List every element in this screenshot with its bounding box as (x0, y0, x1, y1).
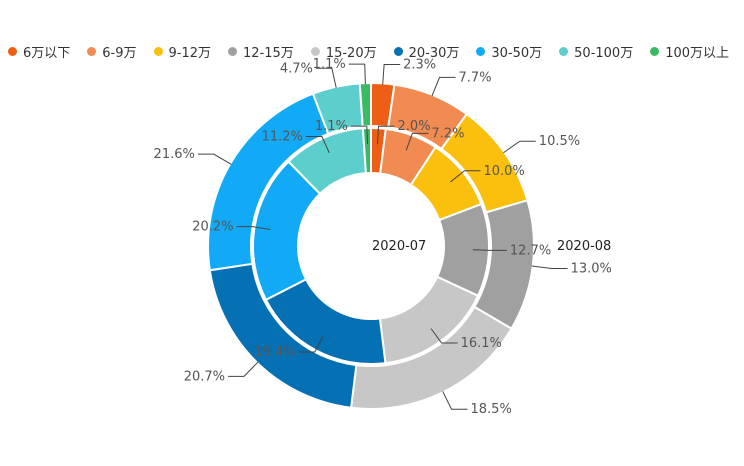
inner-series-label: 2020-07 (372, 239, 427, 254)
legend-marker (559, 46, 569, 56)
slice-value-label: 18.5% (471, 402, 512, 417)
inner-ring-2020-07 (252, 126, 490, 365)
legend-item[interactable]: 9-12万 (153, 42, 212, 61)
slice-value-label: 11.2% (262, 129, 303, 144)
legend-marker (476, 46, 486, 56)
label-leader-line (442, 391, 468, 410)
legend-item[interactable]: 15-20万 (310, 42, 377, 61)
donut-slice[interactable] (361, 126, 372, 175)
legend-marker (393, 46, 403, 56)
legend-marker (153, 46, 163, 56)
slice-value-label: 7.2% (431, 126, 464, 141)
legend-marker (650, 46, 660, 56)
legend-label: 12-15万 (243, 45, 294, 61)
slice-value-label: 10.0% (483, 164, 524, 179)
label-leader-line (531, 265, 568, 270)
legend-item[interactable]: 6万以下 (8, 42, 70, 61)
label-leader-line (298, 335, 324, 353)
legend-item[interactable]: 20-30万 (393, 42, 460, 61)
label-leader-line (405, 132, 429, 151)
slice-value-label: 4.7% (280, 61, 313, 76)
label-leader-line (430, 328, 458, 344)
legend-label: 9-12万 (168, 45, 212, 61)
legend-label: 6-9万 (102, 45, 137, 61)
label-leader-line (236, 226, 271, 231)
legend-label: 6万以下 (23, 45, 71, 61)
label-leader-line (382, 63, 401, 85)
slice-value-label: 20.7% (184, 369, 225, 384)
slice-value-label: 19.4% (254, 345, 295, 360)
slice-value-label: 1.1% (313, 57, 346, 72)
legend-item[interactable]: 12-15万 (228, 42, 294, 61)
slice-value-label: 21.6% (154, 147, 195, 162)
legend-label: 30-50万 (491, 45, 543, 61)
label-leader-line (431, 76, 456, 97)
label-leader-line (450, 170, 481, 183)
slice-value-label: 2.3% (403, 57, 436, 72)
legend-label: 100万以上 (665, 45, 730, 61)
label-leader-line (348, 63, 366, 85)
donut-slice[interactable] (358, 81, 372, 128)
label-leader-line (503, 140, 536, 154)
label-leader-line (228, 361, 259, 377)
legend-label: 20-30万 (408, 45, 460, 61)
slice-value-label: 12.7% (510, 243, 551, 258)
legend-marker (87, 46, 97, 56)
label-leader-line (305, 135, 330, 154)
legend-item[interactable]: 50-100万 (559, 42, 633, 61)
legend-item[interactable]: 6-9万 (87, 42, 137, 61)
slice-value-label: 20.2% (192, 220, 233, 235)
legend-marker (310, 46, 320, 56)
outer-series-label: 2020-08 (557, 239, 612, 254)
legend-marker (228, 46, 238, 56)
legend-item[interactable]: 100万以上 (650, 42, 729, 61)
legend: 6万以下 6-9万 9-12万 12-15万 15-20万 20-30万 30-50万 50-… (8, 41, 744, 61)
outer-ring-2020-08 (207, 81, 535, 410)
label-leader-line (197, 153, 232, 165)
label-leader-line (376, 125, 395, 145)
legend-label: 15-20万 (325, 45, 377, 61)
legend-marker (8, 46, 17, 56)
label-leader-line (472, 249, 507, 251)
slice-value-label: 2.0% (398, 119, 431, 134)
slice-value-label: 1.1% (315, 119, 348, 134)
label-leader-line (315, 67, 337, 88)
slice-labels: 2.0% 7.2% 10.0% 12.7% 16.1% 19.4% 20.2% 11.2% 1.… (154, 57, 612, 417)
slice-value-label: 7.7% (459, 70, 492, 85)
slice-value-label: 10.5% (539, 134, 580, 149)
slice-value-label: 13.0% (571, 262, 612, 277)
label-leader-line (350, 125, 368, 145)
legend-label: 50-100万 (574, 45, 634, 61)
slice-value-label: 16.1% (461, 336, 502, 351)
legend-item[interactable]: 30-50万 (476, 42, 542, 61)
